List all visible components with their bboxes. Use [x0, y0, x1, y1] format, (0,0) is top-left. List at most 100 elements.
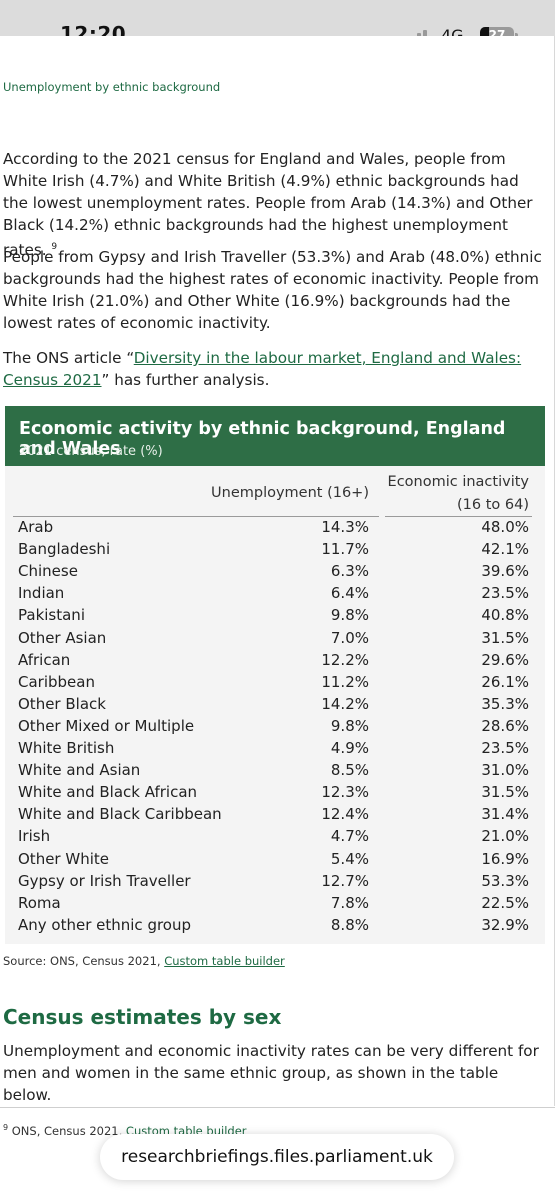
footnote-ref[interactable]: 9	[51, 242, 58, 252]
row-unemployment-rate: 12.4%	[321, 805, 369, 824]
section-heading: Census estimates by sex	[3, 1005, 282, 1029]
row-inactivity-rate: 31.5%	[481, 628, 529, 647]
table-subtitle: 2021 census, rate (%)	[19, 444, 163, 459]
row-ethnic-group: Irish	[18, 827, 51, 846]
table-row: Other Mixed or Multiple 9.8% 28.6%	[5, 715, 545, 737]
row-inactivity-rate: 23.5%	[481, 739, 529, 757]
row-unemployment-rate: 14.2%	[321, 694, 369, 713]
row-ethnic-group: White and Black African	[18, 783, 198, 802]
row-ethnic-group: White British	[18, 739, 115, 757]
paragraph-text: According to the 2021 census for England…	[3, 150, 533, 259]
row-inactivity-rate: 16.9%	[481, 849, 529, 868]
row-inactivity-rate: 23.5%	[481, 584, 529, 603]
row-unemployment-rate: 11.2%	[321, 672, 369, 691]
header-divider	[385, 516, 532, 517]
paragraph-text: The ONS article “	[3, 349, 134, 367]
table-row: Other White 5.4% 16.9%	[5, 848, 545, 870]
row-unemployment-rate: 12.3%	[321, 783, 369, 802]
header-divider	[13, 516, 379, 517]
row-inactivity-rate: 48.0%	[481, 518, 529, 536]
row-ethnic-group: Indian	[18, 584, 65, 603]
table-source: Source: ONS, Census 2021, Custom table b…	[3, 954, 285, 968]
row-inactivity-rate: 42.1%	[481, 540, 529, 559]
footnote-text: ONS, Census 2021,	[8, 1124, 126, 1138]
row-unemployment-rate: 7.0%	[330, 628, 369, 647]
row-unemployment-rate: 8.8%	[330, 915, 369, 934]
row-unemployment-rate: 12.7%	[321, 871, 369, 890]
row-ethnic-group: Roma	[18, 893, 61, 912]
row-unemployment-rate: 9.8%	[330, 606, 369, 625]
address-bar[interactable]: researchbriefings.files.parliament.uk	[100, 1134, 454, 1180]
table-header: Economic activity by ethnic background, …	[5, 406, 545, 466]
table-title: Economic activity by ethnic background, …	[19, 419, 506, 459]
row-inactivity-rate: 26.1%	[481, 672, 529, 691]
row-unemployment-rate: 6.4%	[330, 584, 369, 603]
table-row: Indian 6.4% 23.5%	[5, 582, 545, 604]
custom-table-builder-link[interactable]: Custom table builder	[164, 954, 285, 968]
source-text: Source: ONS, Census 2021,	[3, 954, 165, 968]
table-row: Arab 14.3% 48.0%	[5, 516, 545, 538]
table-row: White British 4.9% 23.5%	[5, 737, 545, 759]
row-inactivity-rate: 21.0%	[481, 827, 529, 846]
row-unemployment-rate: 7.8%	[330, 893, 369, 912]
status-bar: 12:20 4G 27	[0, 0, 555, 46]
table-row: Bangladeshi 11.7% 42.1%	[5, 538, 545, 560]
row-inactivity-rate: 53.3%	[481, 871, 529, 890]
row-ethnic-group: African	[18, 650, 71, 669]
paragraph-unemployment: According to the 2021 census for England…	[3, 148, 543, 261]
row-ethnic-group: White and Black Caribbean	[18, 805, 222, 824]
paragraph-inactivity: People from Gypsy and Irish Traveller (5…	[3, 248, 542, 332]
table-row: White and Asian 8.5% 31.0%	[5, 759, 545, 781]
row-inactivity-rate: 31.5%	[481, 783, 529, 802]
row-unemployment-rate: 8.5%	[330, 761, 369, 780]
row-ethnic-group: Other White	[18, 849, 109, 868]
row-inactivity-rate: 28.6%	[481, 716, 529, 735]
footnote-divider	[0, 1107, 555, 1108]
table-row: White and Black Caribbean 12.4% 31.4%	[5, 803, 545, 825]
row-unemployment-rate: 9.8%	[330, 716, 369, 735]
table-row: Other Black 14.2% 35.3%	[5, 693, 545, 715]
row-inactivity-rate: 32.9%	[481, 915, 529, 934]
row-inactivity-rate: 35.3%	[481, 694, 529, 713]
row-unemployment-rate: 4.9%	[330, 739, 369, 757]
column-header-inactivity-line2: (16 to 64)	[457, 497, 529, 513]
row-unemployment-rate: 6.3%	[330, 562, 369, 581]
table-row: Roma 7.8% 22.5%	[5, 892, 545, 914]
table-row: African 12.2% 29.6%	[5, 649, 545, 671]
table-row: Gypsy or Irish Traveller 12.7% 53.3%	[5, 870, 545, 892]
row-inactivity-rate: 40.8%	[481, 606, 529, 625]
row-inactivity-rate: 39.6%	[481, 562, 529, 581]
row-ethnic-group: Other Black	[18, 694, 106, 713]
paragraph-text: ” has further analysis.	[101, 371, 270, 389]
row-ethnic-group: Pakistani	[18, 606, 85, 625]
row-ethnic-group: Bangladeshi	[18, 540, 111, 559]
table-row: Irish 4.7% 21.0%	[5, 825, 545, 847]
column-header-inactivity-line1: Economic inactivity	[387, 474, 529, 490]
row-inactivity-rate: 31.4%	[481, 805, 529, 824]
table-row: Pakistani 9.8% 40.8%	[5, 604, 545, 626]
row-ethnic-group: White and Asian	[18, 761, 141, 780]
row-unemployment-rate: 11.7%	[321, 540, 369, 559]
paragraph-ons-article: The ONS article “Diversity in the labour…	[3, 347, 543, 391]
row-ethnic-group: Any other ethnic group	[18, 915, 192, 934]
column-header-unemployment: Unemployment (16+)	[211, 485, 369, 501]
section-body: Unemployment and economic inactivity rat…	[3, 1042, 539, 1104]
row-ethnic-group: Other Asian	[18, 628, 107, 647]
section-label: Unemployment by ethnic background	[3, 80, 221, 94]
row-ethnic-group: Caribbean	[18, 672, 95, 691]
row-unemployment-rate: 12.2%	[321, 650, 369, 669]
table-row: Any other ethnic group 8.8% 32.9%	[5, 914, 545, 936]
table-row: Other Asian 7.0% 31.5%	[5, 627, 545, 649]
row-inactivity-rate: 29.6%	[481, 650, 529, 669]
row-ethnic-group: Gypsy or Irish Traveller	[18, 871, 191, 890]
ons-article-link[interactable]: Diversity in the labour market, England …	[3, 349, 522, 389]
footnote-number: 9	[3, 1123, 9, 1132]
table-row: Chinese 6.3% 39.6%	[5, 560, 545, 582]
table-row: Caribbean 11.2% 26.1%	[5, 671, 545, 693]
row-unemployment-rate: 4.7%	[330, 827, 369, 846]
row-unemployment-rate: 14.3%	[321, 518, 369, 536]
row-ethnic-group: Arab	[18, 518, 54, 536]
row-inactivity-rate: 31.0%	[481, 761, 529, 780]
row-inactivity-rate: 22.5%	[481, 893, 529, 912]
row-ethnic-group: Chinese	[18, 562, 78, 581]
